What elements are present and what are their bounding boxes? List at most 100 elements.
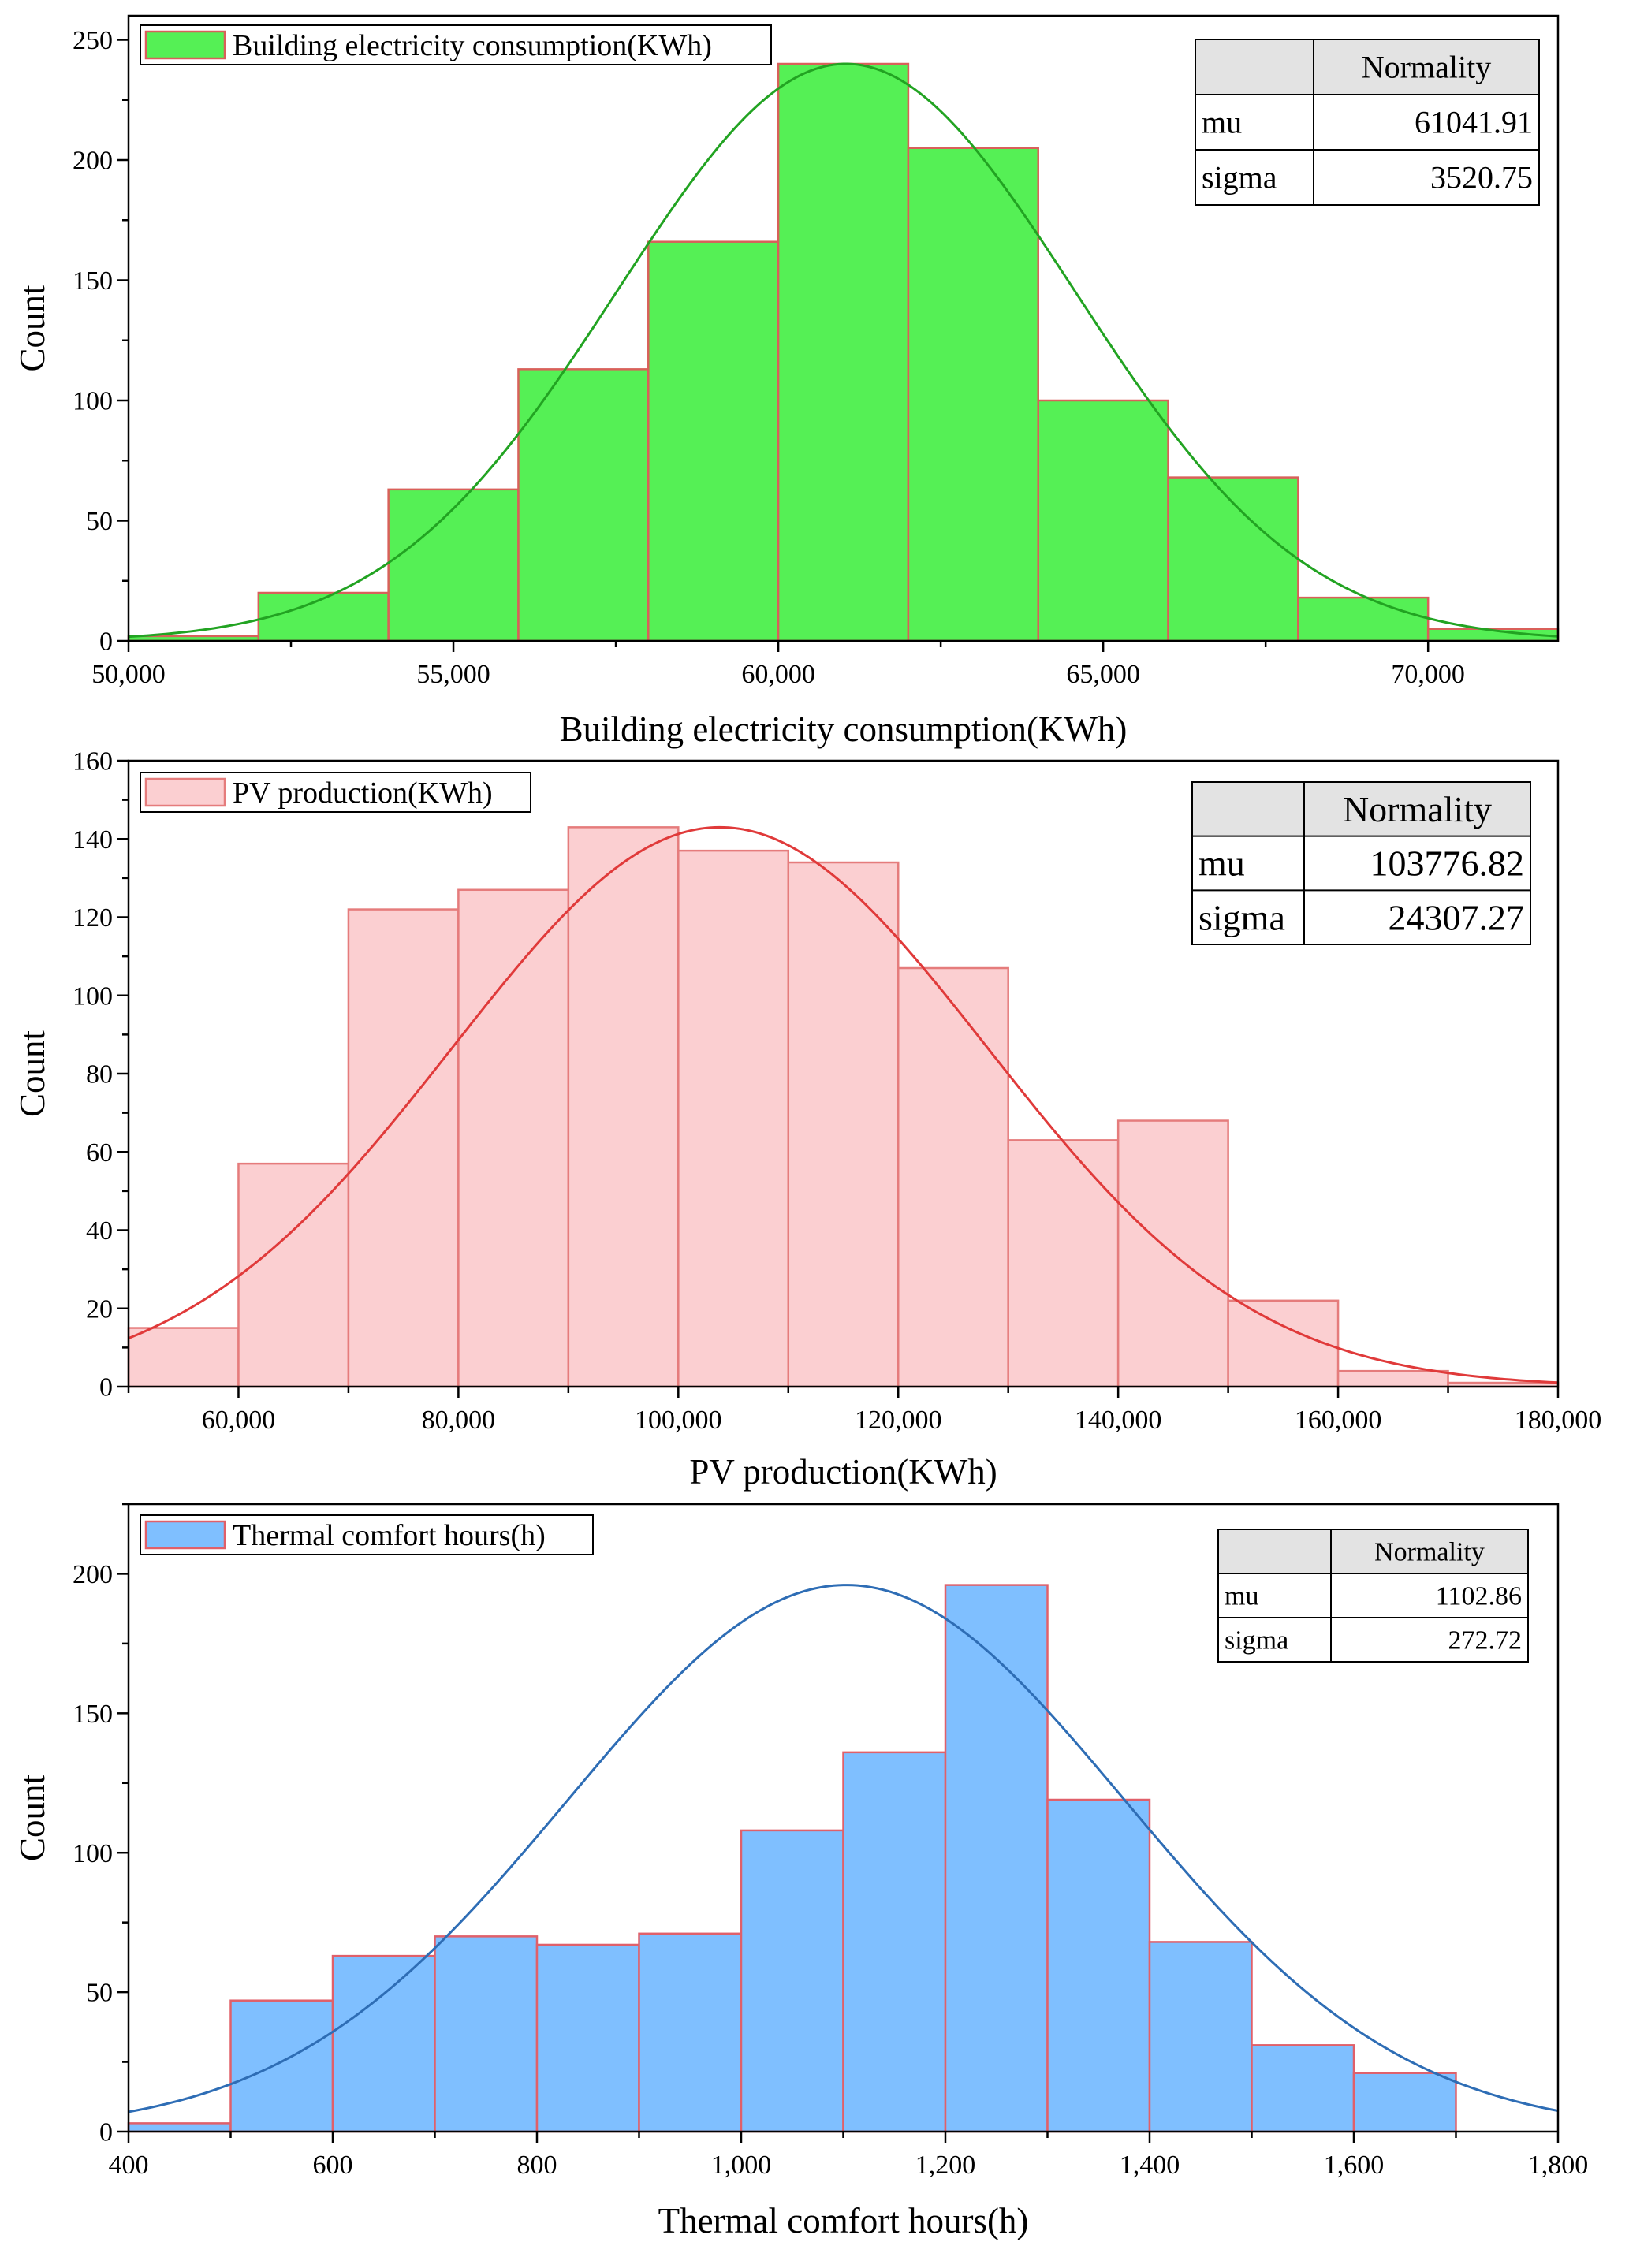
- normality-table: Normality mu 61041.91 sigma 3520.75: [1195, 39, 1540, 206]
- legend-box: [140, 24, 772, 65]
- y-tick-label: 40: [86, 1216, 113, 1246]
- y-tick-label: 60: [86, 1138, 113, 1168]
- x-tick-label: 120,000: [855, 1406, 942, 1435]
- x-axis-label: PV production(KWh): [689, 1452, 997, 1492]
- legend: Thermal comfort hours(h): [140, 1514, 594, 1555]
- x-tick-label: 1,000: [711, 2151, 772, 2180]
- y-tick-label: 100: [73, 387, 113, 416]
- x-tick-label: 1,400: [1120, 2151, 1180, 2180]
- histogram-bar: [567, 826, 680, 1388]
- table-row-label: mu: [1198, 844, 1245, 884]
- table-row-value: 272.72: [1448, 1626, 1523, 1655]
- table-row-value: 1102.86: [1436, 1582, 1522, 1611]
- legend-swatch: [144, 1520, 226, 1550]
- histogram-bar: [434, 1935, 539, 2133]
- histogram-bar: [677, 849, 790, 1388]
- table-header-bg: [1218, 1529, 1528, 1573]
- table-border: [1217, 1529, 1529, 1663]
- x-tick-label: 50,000: [91, 660, 166, 689]
- y-tick-label: 0: [99, 628, 113, 657]
- y-axis-label: Count: [13, 285, 52, 372]
- x-tick-label: 100,000: [635, 1406, 722, 1435]
- y-axis-label: Count: [13, 1775, 52, 1862]
- y-tick-label: 160: [73, 747, 113, 776]
- table-row-label: sigma: [1198, 897, 1285, 937]
- legend: PV production(KWh): [140, 772, 531, 813]
- histogram-bar: [127, 2122, 232, 2133]
- histogram-bar: [842, 1751, 947, 2133]
- table-border: [1191, 781, 1531, 945]
- x-tick-label: 55,000: [416, 660, 490, 689]
- y-axis-label: Count: [13, 1030, 52, 1118]
- histogram-bar: [331, 1954, 436, 2133]
- histogram-bar: [944, 1584, 1049, 2133]
- legend-swatch: [144, 30, 226, 60]
- table-header-bg: [1195, 39, 1539, 95]
- legend-label: PV production(KWh): [233, 776, 493, 810]
- table-row-label: sigma: [1202, 160, 1277, 196]
- y-tick-label: 200: [73, 1560, 113, 1589]
- x-tick-label: 60,000: [741, 660, 815, 689]
- histogram-bar: [257, 591, 390, 642]
- histogram-bar: [1297, 596, 1430, 642]
- table-row-value: 24307.27: [1389, 897, 1525, 937]
- legend-label: Thermal comfort hours(h): [233, 1519, 546, 1552]
- x-tick-label: 400: [109, 2151, 149, 2180]
- table-header-label: Normality: [1343, 789, 1492, 829]
- histogram-bar: [347, 908, 460, 1388]
- y-tick-label: 120: [73, 903, 113, 933]
- y-tick-label: 150: [73, 266, 113, 296]
- x-tick-label: 600: [313, 2151, 353, 2180]
- y-tick-label: 80: [86, 1060, 113, 1089]
- histogram-bar: [1227, 1299, 1340, 1388]
- table-row-value: 61041.91: [1415, 105, 1533, 140]
- y-tick-label: 0: [99, 2118, 113, 2147]
- table-header-bg: [1192, 782, 1530, 836]
- y-tick-label: 50: [86, 507, 113, 536]
- table-header-label: Normality: [1374, 1538, 1485, 1567]
- normal-fit-curve: [128, 1584, 1559, 2113]
- table-row-value: 3520.75: [1430, 160, 1533, 196]
- normal-fit-curve: [128, 62, 1559, 639]
- histogram-bar: [1046, 1798, 1151, 2133]
- histogram-bar: [787, 861, 900, 1388]
- table-row-label: mu: [1202, 105, 1242, 140]
- histogram-bar: [535, 1943, 640, 2133]
- x-tick-label: 1,800: [1528, 2151, 1589, 2180]
- x-tick-label: 70,000: [1391, 660, 1465, 689]
- legend-label: Building electricity consumption(KWh): [233, 29, 712, 62]
- y-tick-label: 200: [73, 147, 113, 176]
- legend-swatch: [144, 777, 226, 807]
- histogram-bar: [457, 888, 570, 1388]
- x-tick-label: 800: [517, 2151, 557, 2180]
- chart-panel-2: 60,000 80,000 100,000 120,000 140,000 160,000…: [13, 747, 1601, 1492]
- x-tick-label: 65,000: [1066, 660, 1140, 689]
- histogram-bar: [1336, 1369, 1449, 1388]
- table-border: [1195, 39, 1540, 206]
- normal-fit-curve: [128, 825, 1559, 1384]
- histogram-bar: [1007, 1139, 1120, 1388]
- histogram-bar: [1251, 2044, 1355, 2133]
- y-tick-label: 100: [73, 1839, 113, 1868]
- y-tick-label: 150: [73, 1700, 113, 1729]
- x-tick-label: 180,000: [1515, 1406, 1602, 1435]
- histogram-bar: [237, 1162, 350, 1388]
- x-axis-label: Building electricity consumption(KWh): [560, 709, 1128, 749]
- y-tick-label: 50: [86, 1979, 113, 2008]
- histogram-bar: [1352, 2072, 1457, 2133]
- histogram-bar: [740, 1829, 844, 2133]
- x-tick-label: 60,000: [202, 1406, 276, 1435]
- x-tick-label: 140,000: [1075, 1406, 1162, 1435]
- x-tick-label: 1,200: [915, 2151, 976, 2180]
- x-tick-label: 80,000: [422, 1406, 496, 1435]
- histogram-bar: [229, 1999, 334, 2133]
- histogram-bar: [127, 1327, 240, 1388]
- histogram-bar: [638, 1932, 743, 2133]
- y-tick-label: 100: [73, 981, 113, 1011]
- histogram-bar: [1037, 399, 1169, 642]
- x-tick-label: 1,600: [1324, 2151, 1385, 2180]
- table-row-value: 103776.82: [1370, 844, 1525, 884]
- normality-table: Normality mu 1102.86 sigma 272.72: [1217, 1529, 1529, 1663]
- table-row-label: mu: [1225, 1582, 1258, 1611]
- y-tick-label: 250: [73, 26, 113, 55]
